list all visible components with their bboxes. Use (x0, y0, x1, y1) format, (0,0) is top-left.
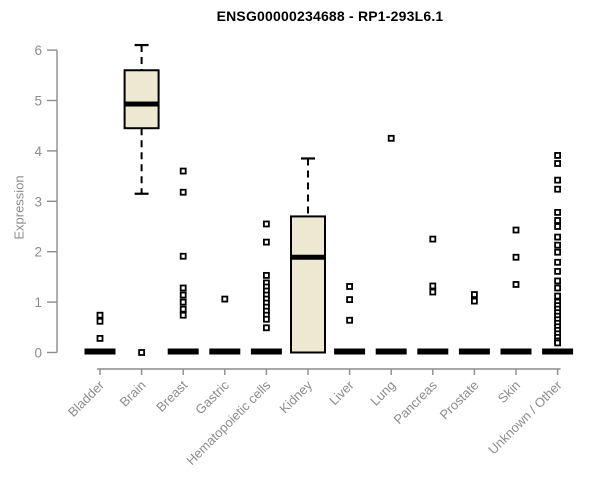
outlier-point-liver (346, 316, 354, 324)
outlier-point-breast (179, 305, 187, 313)
outlier-point-bladder (96, 311, 104, 319)
zero-bar-lung (375, 348, 407, 355)
outlier-point-unknown-other (554, 292, 561, 300)
outlier-point-gastric (221, 295, 229, 303)
zero-bar-gastric (209, 348, 241, 355)
outlier-point-prostate (470, 297, 478, 305)
x-category-label-lung: Lung (367, 378, 398, 409)
y-tick-label-2: 2 (34, 245, 42, 260)
zero-bar-skin (500, 348, 532, 355)
outlier-point-unknown-other (554, 217, 561, 224)
outlier-point-unknown-other (554, 208, 561, 216)
outlier-point-unknown-other (554, 233, 561, 241)
outlier-point-unknown-other (554, 160, 561, 167)
outlier-point-skin (512, 281, 520, 288)
y-tick-label-0: 0 (34, 346, 42, 361)
box-kidney (290, 215, 326, 354)
median-line-brain (124, 101, 159, 107)
outlier-point-liver (346, 283, 354, 290)
outlier-point-unknown-other (554, 248, 561, 256)
x-category-label-bladder: Bladder (65, 377, 108, 420)
outlier-point-breast (179, 188, 187, 196)
outlier-point-breast (179, 298, 187, 306)
y-tick-label-5: 5 (34, 94, 42, 109)
outlier-point-hematopoietic-cells (262, 220, 270, 228)
outlier-point-unknown-other (554, 284, 561, 292)
outlier-point-unknown-other (554, 277, 561, 285)
zero-bar-pancreas (417, 348, 449, 355)
zero-bar-liver (334, 348, 366, 355)
outlier-point-unknown-other (554, 339, 561, 347)
zero-bar-breast (167, 348, 199, 355)
y-tick-label-1: 1 (34, 295, 42, 310)
outlier-point-breast (179, 284, 187, 292)
outlier-point-pancreas (429, 282, 437, 290)
box-brain (123, 69, 160, 130)
outlier-point-unknown-other (554, 152, 561, 159)
x-category-label-skin: Skin (495, 378, 523, 406)
x-category-label-brain: Brain (117, 378, 149, 410)
outlier-point-breast (179, 311, 187, 319)
zero-bar-unknown-other (542, 348, 574, 355)
outlier-point-pancreas (429, 235, 437, 243)
outlier-point-skin (512, 253, 520, 261)
x-category-label-breast: Breast (153, 377, 190, 414)
y-tick-label-3: 3 (34, 194, 42, 209)
y-tick-label-6: 6 (34, 43, 42, 58)
median-line-kidney (291, 254, 325, 260)
outlier-point-breast (179, 167, 187, 175)
outlier-point-brain (138, 349, 146, 356)
outlier-point-prostate (470, 291, 478, 298)
x-category-label-liver: Liver (326, 377, 357, 408)
outlier-point-breast (179, 291, 187, 299)
outlier-point-skin (512, 226, 520, 234)
outlier-point-unknown-other (554, 241, 561, 249)
x-category-label-gastric: Gastric (192, 377, 232, 417)
outlier-point-bladder (96, 334, 104, 342)
outlier-point-hematopoietic-cells (262, 271, 270, 279)
outlier-point-hematopoietic-cells (262, 238, 270, 246)
zero-bar-prostate (458, 348, 490, 355)
outlier-point-pancreas (429, 288, 437, 296)
outlier-point-unknown-other (554, 176, 561, 184)
outlier-point-hematopoietic-cells (262, 315, 270, 323)
outlier-point-unknown-other (554, 185, 561, 193)
outlier-point-breast (179, 252, 187, 260)
outlier-point-bladder (96, 317, 104, 325)
x-category-label-prostate: Prostate (437, 378, 482, 423)
outlier-point-liver (346, 296, 354, 303)
outlier-point-lung (387, 134, 395, 142)
outlier-point-unknown-other (554, 258, 561, 266)
x-category-label-pancreas: Pancreas (390, 377, 440, 427)
zero-bar-bladder (84, 348, 116, 355)
outlier-point-unknown-other (554, 267, 561, 275)
y-tick-label-4: 4 (34, 144, 42, 159)
outlier-point-hematopoietic-cells (262, 324, 270, 332)
zero-bar-hematopoietic-cells (250, 348, 282, 355)
x-category-label-unknown-other: Unknown / Other (485, 377, 565, 457)
outlier-point-unknown-other (554, 223, 561, 230)
chart-title: ENSG00000234688 - RP1-293L6.1 (216, 8, 444, 24)
x-category-label-kidney: Kidney (276, 377, 315, 416)
